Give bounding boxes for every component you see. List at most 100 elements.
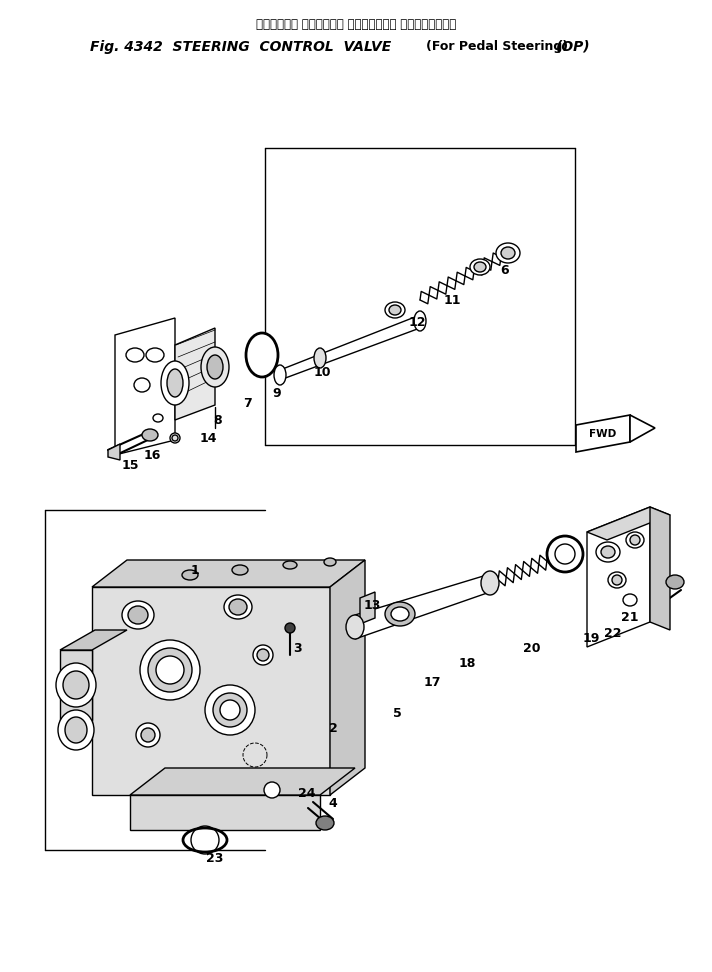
Ellipse shape — [122, 601, 154, 629]
Ellipse shape — [141, 728, 155, 742]
Ellipse shape — [626, 532, 644, 548]
Ellipse shape — [253, 645, 273, 665]
Text: 2: 2 — [329, 721, 337, 735]
Polygon shape — [108, 444, 120, 460]
Ellipse shape — [470, 259, 490, 275]
Text: 16: 16 — [143, 448, 161, 462]
Polygon shape — [60, 650, 92, 720]
Ellipse shape — [601, 546, 615, 558]
Text: 4: 4 — [329, 796, 337, 810]
Ellipse shape — [630, 535, 640, 545]
Text: 12: 12 — [408, 316, 426, 329]
Polygon shape — [330, 560, 365, 795]
Text: 18: 18 — [459, 656, 476, 670]
Polygon shape — [175, 328, 215, 420]
Ellipse shape — [666, 575, 684, 589]
Text: 24: 24 — [298, 786, 315, 800]
Ellipse shape — [264, 782, 280, 798]
Ellipse shape — [229, 599, 247, 615]
Text: 22: 22 — [604, 627, 622, 640]
Ellipse shape — [156, 656, 184, 684]
Polygon shape — [92, 560, 365, 587]
Ellipse shape — [496, 243, 520, 263]
Ellipse shape — [167, 369, 183, 397]
Polygon shape — [587, 507, 650, 647]
Ellipse shape — [474, 262, 486, 272]
Ellipse shape — [324, 558, 336, 566]
Text: 13: 13 — [363, 599, 381, 611]
Ellipse shape — [65, 717, 87, 743]
Text: 10: 10 — [313, 365, 331, 378]
Ellipse shape — [205, 685, 255, 735]
Text: 7: 7 — [244, 397, 252, 409]
Ellipse shape — [612, 575, 622, 585]
Polygon shape — [60, 630, 127, 650]
Ellipse shape — [183, 828, 227, 852]
Ellipse shape — [596, 542, 620, 562]
Ellipse shape — [232, 565, 248, 575]
Text: 14: 14 — [199, 432, 216, 444]
Text: 6: 6 — [501, 263, 509, 276]
Ellipse shape — [316, 816, 334, 830]
Ellipse shape — [161, 361, 189, 405]
Text: 21: 21 — [622, 610, 639, 623]
Text: 1: 1 — [191, 564, 199, 576]
Polygon shape — [130, 768, 355, 795]
Ellipse shape — [623, 594, 637, 606]
Ellipse shape — [134, 378, 150, 392]
Ellipse shape — [246, 333, 278, 377]
Text: 9: 9 — [273, 387, 281, 399]
Text: 11: 11 — [444, 294, 461, 306]
Text: 19: 19 — [582, 632, 600, 644]
Ellipse shape — [391, 607, 409, 621]
Ellipse shape — [126, 348, 144, 362]
Polygon shape — [360, 592, 375, 624]
Text: (For Pedal Steering): (For Pedal Steering) — [426, 40, 568, 53]
Polygon shape — [280, 315, 420, 380]
Ellipse shape — [274, 365, 286, 385]
Ellipse shape — [146, 348, 164, 362]
Ellipse shape — [170, 433, 180, 443]
Text: Fig. 4342  STEERING  CONTROL  VALVE: Fig. 4342 STEERING CONTROL VALVE — [90, 40, 392, 54]
Ellipse shape — [140, 640, 200, 700]
Ellipse shape — [547, 536, 583, 572]
Ellipse shape — [148, 648, 192, 692]
Text: ステアリング コントロール バルブ（ペダル ステアリング用）: ステアリング コントロール バルブ（ペダル ステアリング用） — [256, 18, 456, 31]
Text: 3: 3 — [293, 642, 301, 654]
Polygon shape — [130, 795, 320, 830]
Ellipse shape — [201, 347, 229, 387]
Ellipse shape — [389, 305, 401, 315]
Polygon shape — [92, 587, 330, 795]
Ellipse shape — [207, 355, 223, 379]
Ellipse shape — [346, 615, 364, 639]
Ellipse shape — [481, 571, 499, 595]
Ellipse shape — [128, 606, 148, 624]
Text: 17: 17 — [423, 676, 441, 688]
Text: 8: 8 — [214, 413, 222, 427]
Ellipse shape — [283, 561, 297, 569]
Ellipse shape — [182, 570, 198, 580]
Ellipse shape — [314, 348, 326, 368]
Text: 20: 20 — [523, 642, 540, 654]
Ellipse shape — [285, 623, 295, 633]
Ellipse shape — [172, 435, 178, 441]
Ellipse shape — [257, 649, 269, 661]
Ellipse shape — [220, 700, 240, 720]
Ellipse shape — [385, 602, 415, 626]
Ellipse shape — [501, 247, 515, 259]
Polygon shape — [355, 574, 490, 639]
Polygon shape — [115, 318, 175, 455]
Polygon shape — [630, 415, 655, 442]
Ellipse shape — [136, 723, 160, 747]
Ellipse shape — [58, 710, 94, 750]
Ellipse shape — [385, 302, 405, 318]
Text: (OP): (OP) — [556, 40, 591, 54]
Polygon shape — [576, 415, 630, 452]
Text: FWD: FWD — [590, 429, 617, 439]
Text: 15: 15 — [121, 459, 139, 471]
Ellipse shape — [555, 544, 575, 564]
Polygon shape — [587, 507, 670, 540]
Text: 23: 23 — [206, 851, 224, 864]
Ellipse shape — [224, 595, 252, 619]
Text: 5: 5 — [392, 707, 402, 719]
